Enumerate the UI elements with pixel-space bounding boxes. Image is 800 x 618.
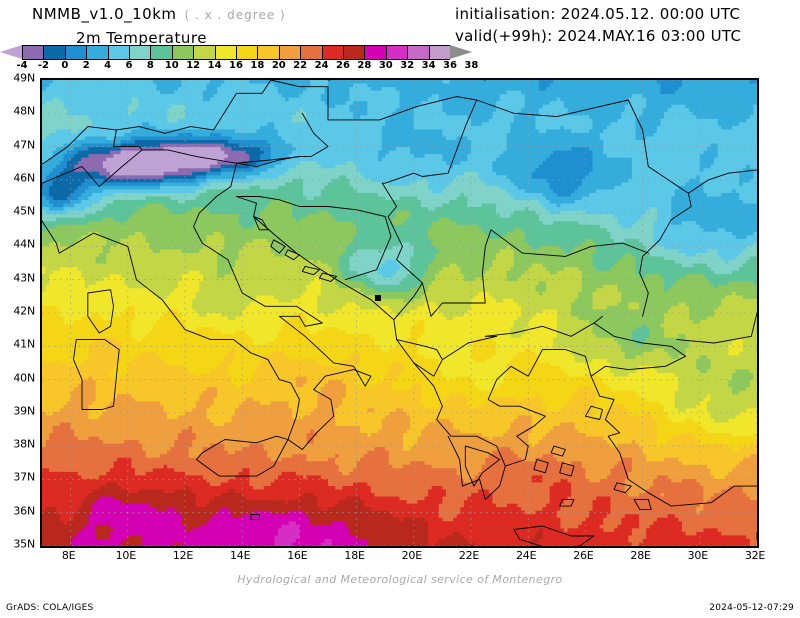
temperature-field — [42, 80, 757, 546]
colorbar-tick-label: 22 — [293, 60, 307, 71]
colorbar-tick-label: 12 — [186, 60, 200, 71]
x-axis-tick-label: 32E — [745, 549, 766, 562]
map-plot-area — [40, 78, 759, 548]
x-axis-tick-label: 22E — [459, 549, 480, 562]
model-title: NMMB_v1.0_10km ( . x . degree ) — [32, 5, 286, 23]
variable-title: 2m Temperature — [76, 29, 207, 47]
colorbar-tick-label: 0 — [61, 60, 68, 71]
y-axis-tick-label: 41N — [2, 338, 35, 351]
x-axis-tick-label: 26E — [573, 549, 594, 562]
x-axis-tick-label: 20E — [402, 549, 423, 562]
y-axis-tick-label: 42N — [2, 305, 35, 318]
colorbar-tick-label: 38 — [464, 60, 478, 71]
model-name: NMMB_v1.0_10km — [32, 5, 177, 23]
colorbar-swatch — [321, 45, 343, 60]
colorbar-tick-label: 16 — [229, 60, 243, 71]
y-axis-tick-label: 46N — [2, 171, 35, 184]
render-timestamp: 2024-05-12-07:29 — [709, 603, 794, 613]
valid-time: valid(+99h): 2024.MAY.16 03:00 UTC — [455, 27, 741, 45]
colorbar-swatch — [107, 45, 129, 60]
x-axis-tick-label: 12E — [173, 549, 194, 562]
y-axis-tick-label: 38N — [2, 438, 35, 451]
colorbar-tick-label: 30 — [379, 60, 393, 71]
y-axis-tick-label: 49N — [2, 72, 35, 85]
colorbar-tick-label: 26 — [336, 60, 350, 71]
x-axis-tick-label: 16E — [287, 549, 308, 562]
x-axis-tick-label: 30E — [688, 549, 709, 562]
coastlines-and-borders — [42, 80, 757, 546]
colorbar-tick-label: 28 — [357, 60, 371, 71]
colorbar-over-arrow — [450, 45, 472, 59]
y-axis-tick-label: 35N — [2, 538, 35, 551]
colorbar-swatch — [385, 45, 408, 60]
colorbar-tick-label: 18 — [250, 60, 264, 71]
colorbar-swatch — [150, 45, 172, 60]
colorbar-swatch — [64, 45, 87, 60]
colorbar-tick-label: 10 — [165, 60, 179, 71]
x-axis-tick-label: 18E — [344, 549, 365, 562]
colorbar-tick-label: 8 — [147, 60, 154, 71]
y-axis-tick-label: 44N — [2, 238, 35, 251]
x-axis-tick-label: 10E — [116, 549, 137, 562]
y-axis-tick-label: 45N — [2, 205, 35, 218]
colorbar-tick-label: 14 — [208, 60, 222, 71]
colorbar-tick-label: 24 — [315, 60, 329, 71]
colorbar-tick-label: -2 — [38, 60, 49, 71]
colorbar-tick-label: 2 — [83, 60, 90, 71]
colorbar-tick-label: 4 — [104, 60, 111, 71]
colorbar-swatch — [193, 45, 215, 60]
x-axis-tick-label: 14E — [230, 549, 251, 562]
colorbar-tick-label: -4 — [16, 60, 27, 71]
x-axis-tick-label: 8E — [62, 549, 76, 562]
colorbar-swatch — [257, 45, 279, 60]
x-axis-tick-label: 28E — [630, 549, 651, 562]
agency-credit: Hydrological and Meteorological service … — [0, 573, 800, 586]
colorbar-tick-label: 34 — [422, 60, 436, 71]
grads-credit: GrADS: COLA/IGES — [6, 603, 93, 613]
model-units: ( . x . degree ) — [185, 8, 286, 22]
y-axis-tick-label: 40N — [2, 371, 35, 384]
colorbar-swatch — [364, 45, 386, 60]
colorbar-swatch — [214, 45, 236, 60]
colorbar-swatch — [86, 45, 108, 60]
colorbar-tick-label: 6 — [126, 60, 133, 71]
colorbar-tick-label: 20 — [272, 60, 286, 71]
graticule — [42, 80, 757, 546]
colorbar-swatch — [236, 45, 258, 60]
colorbar-swatch — [343, 45, 365, 60]
y-axis-tick-label: 36N — [2, 504, 35, 517]
temperature-colorbar: -4 -2 0 2 4 6 8 10 12 14 16 18 20 22 24 26 28 30 32 34 36 38 — [0, 45, 478, 71]
colorbar-tick-label: 32 — [400, 60, 414, 71]
colorbar-swatch — [278, 45, 301, 60]
colorbar-under-arrow — [0, 45, 22, 59]
colorbar-swatch — [171, 45, 194, 60]
y-axis-tick-label: 37N — [2, 471, 35, 484]
colorbar-swatch — [22, 45, 44, 60]
y-axis-tick-label: 48N — [2, 105, 35, 118]
colorbar-swatch — [407, 45, 429, 60]
colorbar-swatch — [43, 45, 65, 60]
colorbar-swatch — [300, 45, 322, 60]
colorbar-swatch — [428, 45, 450, 60]
y-axis-tick-label: 39N — [2, 404, 35, 417]
colorbar-swatch — [129, 45, 151, 60]
y-axis-tick-label: 47N — [2, 138, 35, 151]
station-marker — [375, 295, 381, 301]
x-axis-tick-label: 24E — [516, 549, 537, 562]
colorbar-tick-label: 36 — [443, 60, 457, 71]
y-axis-tick-label: 43N — [2, 271, 35, 284]
initialisation-time: initialisation: 2024.05.12. 00:00 UTC — [455, 5, 740, 23]
